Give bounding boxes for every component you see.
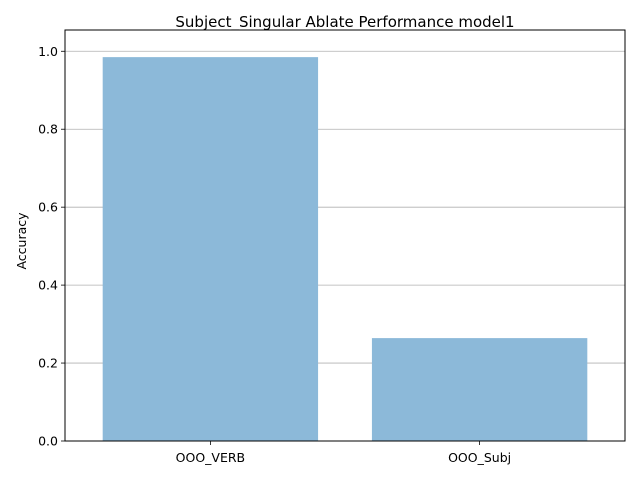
x-axis-ticks: OOO_VERB OOO_Subj [176, 441, 511, 465]
y-tick-label: 0.6 [38, 200, 58, 215]
x-tick-label: OOO_VERB [176, 450, 245, 465]
plot-area-frame [64, 29, 626, 442]
y-tick-label: 0.2 [38, 356, 58, 371]
y-axis-label: Accuracy [14, 212, 29, 270]
bar-ooo-subj [371, 338, 588, 441]
y-tick-label: 0.4 [38, 278, 58, 293]
y-tick-label: 0.0 [38, 434, 58, 449]
y-tick-label: 1.0 [38, 44, 58, 59]
bars [102, 57, 588, 441]
chart-title: Subject_Singular Ablate Performance mode… [175, 13, 514, 32]
y-axis-ticks: 0.0 0.2 0.4 0.6 0.8 1.0 [38, 44, 65, 449]
bar-ooo-verb [102, 57, 319, 441]
x-tick-label: OOO_Subj [448, 450, 511, 465]
y-tick-label: 0.8 [38, 122, 58, 137]
